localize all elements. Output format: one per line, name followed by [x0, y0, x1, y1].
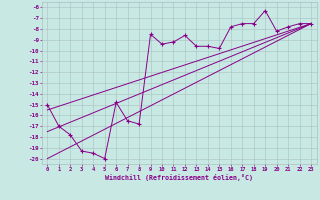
X-axis label: Windchill (Refroidissement éolien,°C): Windchill (Refroidissement éolien,°C) [105, 174, 253, 181]
